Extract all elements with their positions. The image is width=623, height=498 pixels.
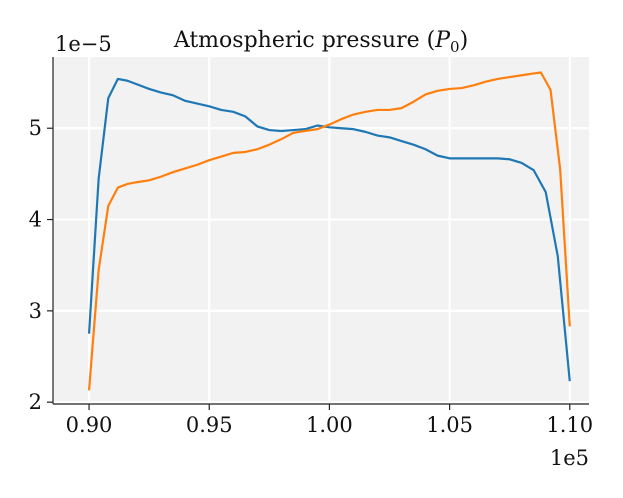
plot-background [53,57,589,404]
y-tick-label: 5 [29,116,42,140]
x-tick-label: 0.90 [66,413,113,437]
chart-title: Atmospheric pressure (P0) [173,28,468,56]
axes [52,57,589,405]
y-tick-label: 3 [29,299,42,323]
x-tick-label: 1.00 [306,413,353,437]
x-tick-label: 0.95 [186,413,233,437]
y-offset-label: 1e−5 [55,32,112,56]
y-tick-label: 4 [29,208,42,232]
ticks: 0.90 0.95 1.00 1.05 1.10 2 3 4 5 [29,116,594,437]
x-tick-label: 1.05 [426,413,473,437]
y-tick-label: 2 [29,390,42,414]
x-tick-label: 1.10 [546,413,593,437]
x-offset-label: 1e5 [550,446,589,470]
series-line-2 [87,71,571,391]
series-layer [87,71,571,391]
